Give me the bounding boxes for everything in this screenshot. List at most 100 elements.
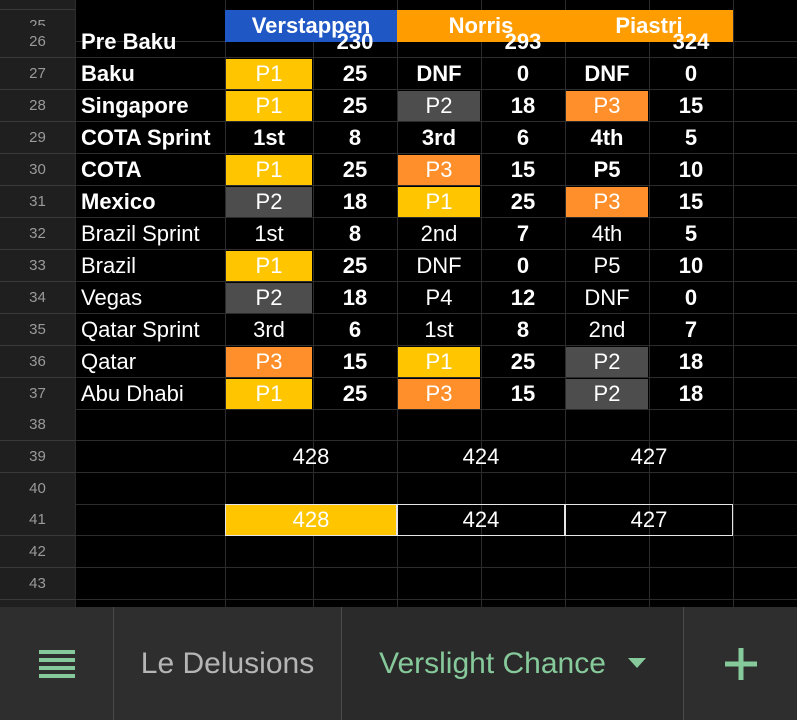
points-cell[interactable]: 18	[678, 349, 704, 374]
points-cell[interactable]: 10	[678, 253, 704, 278]
driver-header[interactable]: Verstappen	[225, 10, 397, 42]
position-cell[interactable]: P3	[398, 379, 480, 409]
points-cell[interactable]: 15	[510, 157, 536, 182]
points-cell[interactable]: 18	[678, 381, 704, 406]
position-cell[interactable]: 1st	[254, 221, 284, 246]
row-number[interactable]: 29	[0, 122, 75, 154]
points-cell[interactable]: 6	[516, 125, 530, 150]
position-cell[interactable]: 3rd	[253, 317, 285, 342]
position-cell[interactable]: P1	[398, 347, 480, 377]
row-number[interactable]: 44	[0, 600, 75, 607]
race-label[interactable]: Vegas	[81, 285, 143, 310]
row-number[interactable]: 32	[0, 218, 75, 250]
race-label[interactable]: Qatar Sprint	[81, 317, 200, 342]
points-cell[interactable]: 18	[342, 285, 368, 310]
row-number[interactable]: 33	[0, 250, 75, 282]
row-number[interactable]: 36	[0, 346, 75, 378]
tab-verslight-chance[interactable]: Verslight Chance	[342, 607, 683, 720]
race-label[interactable]: Pre Baku	[81, 29, 177, 54]
race-label[interactable]: Brazil Sprint	[81, 221, 200, 246]
position-cell[interactable]: P2	[566, 379, 648, 409]
race-label[interactable]: Brazil	[81, 253, 137, 278]
position-cell[interactable]	[566, 27, 648, 57]
race-label[interactable]: Qatar	[81, 349, 137, 374]
points-cell[interactable]: 25	[342, 157, 368, 182]
points-cell[interactable]: 7	[516, 221, 530, 246]
total-cell[interactable]: 424	[462, 444, 500, 469]
position-cell[interactable]: DNF	[584, 61, 630, 86]
add-sheet-button[interactable]	[684, 607, 797, 720]
position-cell[interactable]: P5	[593, 157, 621, 182]
position-cell[interactable]: P1	[226, 251, 312, 281]
points-cell[interactable]: 18	[342, 189, 368, 214]
total-cell[interactable]: 428	[292, 444, 330, 469]
row-number[interactable]: 42	[0, 536, 75, 568]
row-number[interactable]: 34	[0, 282, 75, 314]
total-cell[interactable]: 424	[397, 504, 565, 536]
position-cell[interactable]: P3	[226, 347, 312, 377]
triangle-down-icon[interactable]	[627, 657, 646, 670]
position-cell[interactable]: DNF	[584, 285, 630, 310]
points-cell[interactable]: 25	[342, 93, 368, 118]
row-number[interactable]: 30	[0, 154, 75, 186]
position-cell[interactable]	[398, 27, 480, 57]
position-cell[interactable]: P3	[398, 155, 480, 185]
points-cell[interactable]: 10	[678, 157, 704, 182]
points-cell[interactable]: 15	[678, 189, 704, 214]
race-label[interactable]: Abu Dhabi	[81, 381, 184, 406]
race-label[interactable]: Baku	[81, 61, 135, 86]
row-number[interactable]: 43	[0, 568, 75, 600]
position-cell[interactable]: P1	[226, 155, 312, 185]
all-sheets-button[interactable]	[0, 607, 113, 720]
total-cell[interactable]: 428	[225, 504, 397, 536]
position-cell[interactable]: P2	[226, 187, 312, 217]
total-cell[interactable]: 427	[565, 504, 733, 536]
points-cell[interactable]: 5	[684, 221, 698, 246]
row-number[interactable]: 40	[0, 473, 75, 505]
points-cell[interactable]: 0	[516, 61, 530, 86]
points-cell[interactable]: 25	[510, 189, 536, 214]
points-cell[interactable]: 18	[510, 93, 536, 118]
points-cell[interactable]: 25	[510, 349, 536, 374]
position-cell[interactable]: P2	[398, 91, 480, 121]
position-cell[interactable]: P1	[226, 379, 312, 409]
position-cell[interactable]: DNF	[416, 61, 462, 86]
points-cell[interactable]: 15	[678, 93, 704, 118]
position-cell[interactable]	[226, 27, 312, 57]
points-cell[interactable]: 8	[348, 221, 362, 246]
points-cell[interactable]: 324	[672, 29, 710, 54]
row-number[interactable]: 27	[0, 58, 75, 90]
points-cell[interactable]: 7	[684, 317, 698, 342]
driver-header[interactable]: Norris	[397, 10, 565, 42]
points-cell[interactable]: 25	[342, 381, 368, 406]
points-cell[interactable]: 15	[510, 381, 536, 406]
points-cell[interactable]: 230	[336, 29, 374, 54]
position-cell[interactable]: P1	[398, 187, 480, 217]
row-number[interactable]: 35	[0, 314, 75, 346]
row-number[interactable]: 37	[0, 378, 75, 410]
points-cell[interactable]: 25	[342, 61, 368, 86]
points-cell[interactable]: 25	[342, 253, 368, 278]
points-cell[interactable]: 6	[348, 317, 362, 342]
points-cell[interactable]: 293	[504, 29, 542, 54]
points-cell[interactable]: 0	[684, 285, 698, 310]
position-cell[interactable]: P2	[566, 347, 648, 377]
position-cell[interactable]: P1	[226, 59, 312, 89]
row-number[interactable]: 41	[0, 504, 75, 536]
row-number[interactable]: 26	[0, 26, 75, 58]
position-cell[interactable]: P3	[566, 187, 648, 217]
points-cell[interactable]: 0	[516, 253, 530, 278]
position-cell[interactable]: P1	[226, 91, 312, 121]
points-cell[interactable]: 12	[510, 285, 536, 310]
position-cell[interactable]: 2nd	[420, 221, 458, 246]
row-number[interactable]: 31	[0, 186, 75, 218]
position-cell[interactable]: 1st	[253, 125, 285, 150]
points-cell[interactable]: 8	[516, 317, 530, 342]
position-cell[interactable]: P5	[593, 253, 621, 278]
position-cell[interactable]: 1st	[424, 317, 454, 342]
total-cell[interactable]: 427	[630, 444, 668, 469]
row-number[interactable]: 38	[0, 409, 75, 441]
row-number[interactable]: 28	[0, 90, 75, 122]
points-cell[interactable]: 8	[348, 125, 362, 150]
points-cell[interactable]: 15	[342, 349, 368, 374]
